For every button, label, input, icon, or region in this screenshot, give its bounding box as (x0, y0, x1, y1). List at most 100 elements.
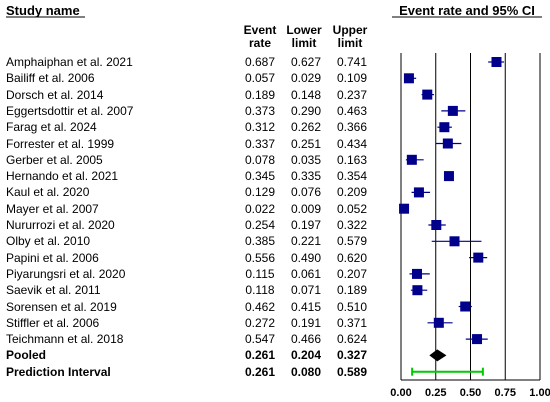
study-8-name: Kaul et al. 2020 (6, 185, 90, 200)
study-0-marker (491, 57, 502, 67)
study-2-marker (422, 89, 433, 100)
study-5-marker (442, 138, 453, 149)
prediction-interval-name: Prediction Interval (6, 364, 111, 379)
upper-limit-header-line2: limit (337, 36, 363, 50)
pooled-name: Pooled (6, 348, 47, 363)
study-11-name: Olby et al. 2010 (6, 234, 91, 249)
study-12-marker (473, 252, 484, 263)
study-13-upper: 0.207 (336, 266, 368, 281)
study-4-name: Farag et al. 2024 (6, 120, 97, 135)
lower-limit-header-line1: Lower (286, 23, 322, 37)
study-7-name: Hernando et al. 2021 (6, 169, 119, 184)
study-9-upper: 0.052 (336, 201, 368, 216)
study-3-marker (447, 105, 458, 116)
x-tick-label-4: 1.00 (529, 387, 550, 399)
study-4-upper: 0.366 (336, 120, 368, 135)
study-14-lower: 0.071 (290, 283, 322, 298)
plot-title: Event rate and 95% CI (399, 3, 535, 18)
study-6-name: Gerber et al. 2005 (6, 152, 103, 167)
study-5-rate: 0.337 (244, 136, 276, 151)
study-11-upper: 0.579 (336, 234, 368, 249)
lower-limit-header-line2: limit (291, 36, 317, 50)
study-15-upper: 0.510 (336, 299, 368, 314)
study-1-marker (403, 73, 414, 84)
study-10-upper: 0.322 (336, 218, 368, 232)
study-10-rate: 0.254 (244, 218, 276, 232)
study-6-marker (406, 154, 417, 165)
study-2-lower: 0.148 (290, 87, 322, 102)
study-14-rate: 0.118 (245, 283, 275, 298)
study-9-lower: 0.009 (290, 201, 322, 216)
study-4-marker (439, 122, 450, 133)
study-11-marker (449, 236, 460, 247)
study-2-name: Dorsch et al. 2014 (6, 87, 104, 102)
study-7-lower: 0.335 (290, 169, 322, 184)
study-15-marker (460, 301, 471, 312)
study-12-rate: 0.556 (244, 250, 276, 265)
study-17-rate: 0.547 (244, 332, 276, 347)
study-1-lower: 0.029 (290, 71, 322, 86)
pooled-rate: 0.261 (244, 348, 276, 363)
study-17-name: Teichmann et al. 2018 (6, 332, 124, 347)
study-9-rate: 0.022 (244, 201, 276, 216)
study-2-upper: 0.237 (336, 87, 368, 102)
study-12-lower: 0.490 (290, 250, 322, 265)
event-rate-header-line2: rate (248, 36, 271, 50)
prediction-interval-upper: 0.589 (336, 364, 368, 379)
study-11-rate: 0.385 (244, 234, 276, 249)
prediction-interval-rate: 0.261 (244, 364, 276, 379)
study-17-lower: 0.466 (290, 332, 322, 347)
lower-limit-header: Lower limit (280, 24, 328, 50)
upper-limit-header: Upper limit (326, 24, 374, 50)
study-0-name: Amphaiphan et al. 2021 (6, 55, 133, 69)
study-17-marker (472, 334, 483, 345)
study-17-upper: 0.624 (336, 332, 368, 347)
study-12-name: Papini et al. 2006 (6, 250, 99, 265)
study-5-upper: 0.434 (336, 136, 368, 151)
prediction-interval-lower: 0.080 (290, 364, 322, 379)
study-3-upper: 0.463 (336, 103, 368, 118)
study-16-marker (433, 317, 444, 328)
study-6-rate: 0.078 (244, 152, 276, 167)
study-13-marker (411, 268, 422, 279)
study-13-rate: 0.115 (245, 266, 275, 281)
event-rate-header: Event rate (238, 24, 282, 50)
study-8-upper: 0.209 (336, 185, 368, 200)
x-tick-label-1: 0.25 (425, 387, 447, 399)
study-3-name: Eggertsdottir et al. 2007 (6, 103, 134, 118)
study-1-name: Bailiff et al. 2006 (6, 71, 95, 86)
study-13-lower: 0.061 (290, 266, 322, 281)
study-0-lower: 0.627 (290, 55, 322, 69)
study-8-rate: 0.129 (244, 185, 276, 200)
study-6-upper: 0.163 (336, 152, 368, 167)
study-12-upper: 0.620 (336, 250, 368, 265)
study-6-lower: 0.035 (290, 152, 322, 167)
study-13-name: Piyarungsri et al. 2020 (6, 266, 126, 281)
study-9-marker (399, 203, 410, 214)
study-8-marker (413, 187, 424, 198)
study-0-upper: 0.741 (336, 55, 368, 69)
study-14-name: Saevik et al. 2011 (6, 283, 101, 298)
study-7-rate: 0.345 (244, 169, 276, 184)
study-10-name: Nururrozi et al. 2020 (6, 218, 115, 232)
upper-limit-header-line1: Upper (332, 23, 368, 37)
study-7-marker (443, 171, 454, 182)
study-16-rate: 0.272 (244, 315, 276, 330)
study-0-rate: 0.687 (244, 55, 276, 69)
study-1-upper: 0.109 (336, 71, 368, 86)
study-3-rate: 0.373 (244, 103, 276, 118)
event-rate-header-line1: Event (243, 23, 277, 37)
study-name-header: Study name (6, 3, 80, 18)
study-11-lower: 0.221 (290, 234, 322, 249)
study-8-lower: 0.076 (290, 185, 322, 200)
study-5-lower: 0.251 (290, 136, 322, 151)
x-tick-label-2: 0.50 (459, 387, 482, 399)
study-4-rate: 0.312 (244, 120, 276, 135)
study-9-name: Mayer et al. 2007 (6, 201, 99, 216)
pooled-diamond (429, 349, 447, 362)
study-15-rate: 0.462 (244, 299, 276, 314)
study-1-rate: 0.057 (244, 71, 276, 86)
study-10-lower: 0.197 (290, 218, 322, 232)
study-10-marker (431, 220, 442, 230)
